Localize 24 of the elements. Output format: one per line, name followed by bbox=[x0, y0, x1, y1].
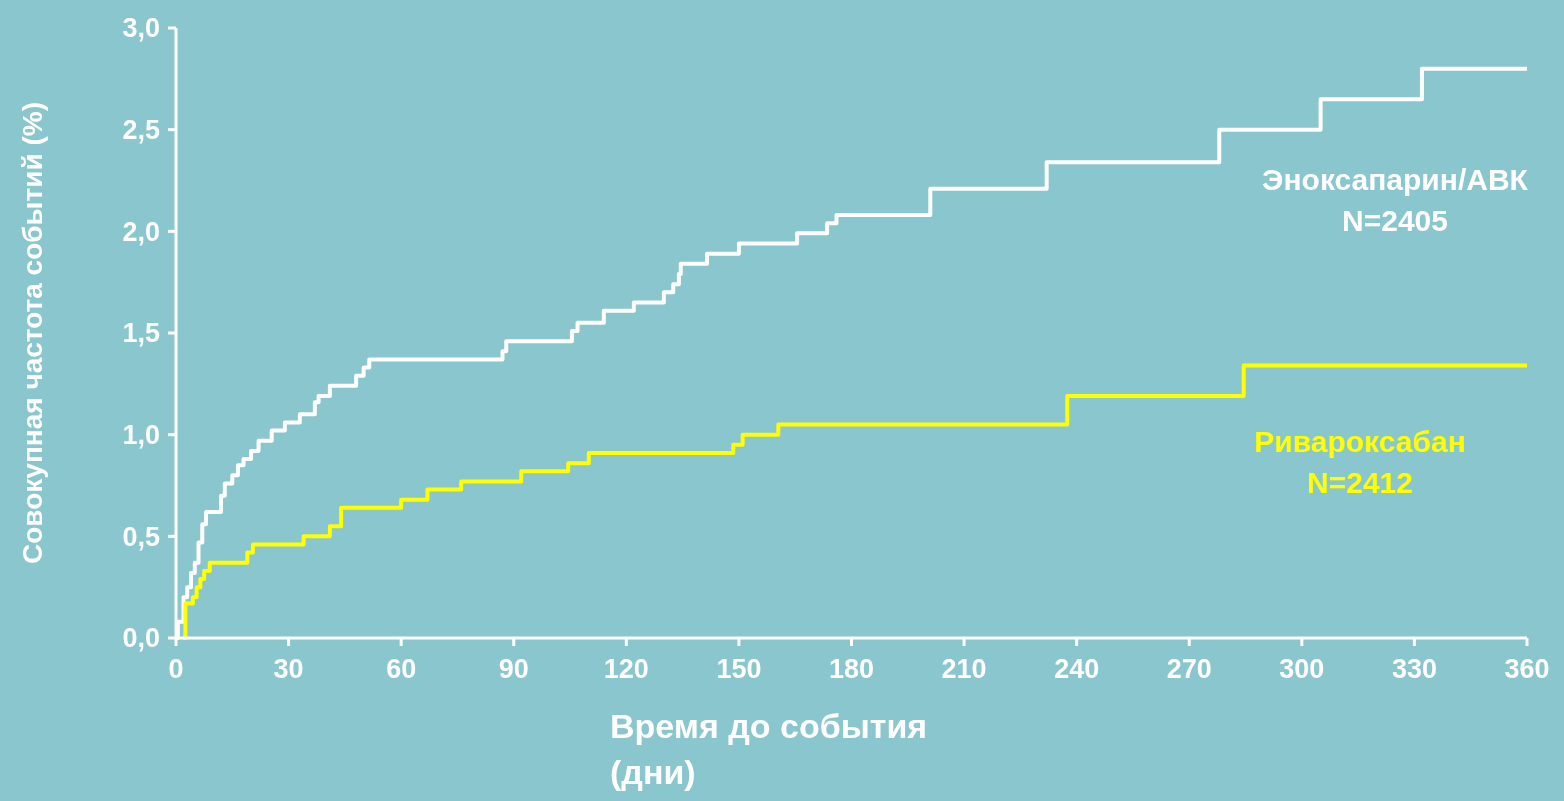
x-tick-label: 360 bbox=[1504, 654, 1550, 684]
series-label: Эноксапарин/АВК N=2405 bbox=[1262, 163, 1529, 237]
x-tick-label: 120 bbox=[603, 654, 649, 684]
y-tick-label: 2,5 bbox=[122, 115, 160, 146]
x-tick-label: 330 bbox=[1391, 654, 1437, 684]
y-axis-title: Совокупная частота событий (%) bbox=[17, 102, 48, 564]
x-tick-label: 60 bbox=[386, 654, 417, 684]
y-tick-label: 1,5 bbox=[122, 318, 160, 349]
x-tick-label: 210 bbox=[941, 654, 987, 684]
x-tick-label: 90 bbox=[498, 654, 529, 684]
x-tick-label: 300 bbox=[1279, 654, 1325, 684]
y-tick-label: 3,0 bbox=[122, 13, 160, 44]
y-tick-label: 2,0 bbox=[122, 216, 160, 247]
x-tick-label: 270 bbox=[1166, 654, 1212, 684]
y-tick-label: 1,0 bbox=[122, 420, 160, 451]
x-tick-label: 30 bbox=[273, 654, 304, 684]
y-tick-label: 0,0 bbox=[122, 623, 160, 654]
x-tick-label: 180 bbox=[828, 654, 875, 684]
x-tick-label: 240 bbox=[1054, 654, 1100, 684]
x-tick-label: 150 bbox=[716, 654, 762, 684]
x-axis-title: Время до события (дни) bbox=[610, 707, 928, 791]
y-tick-label: 0,5 bbox=[122, 521, 160, 552]
x-tick-label: 0 bbox=[168, 654, 184, 684]
series-label: Ривароксабан N=2412 bbox=[1254, 425, 1466, 499]
